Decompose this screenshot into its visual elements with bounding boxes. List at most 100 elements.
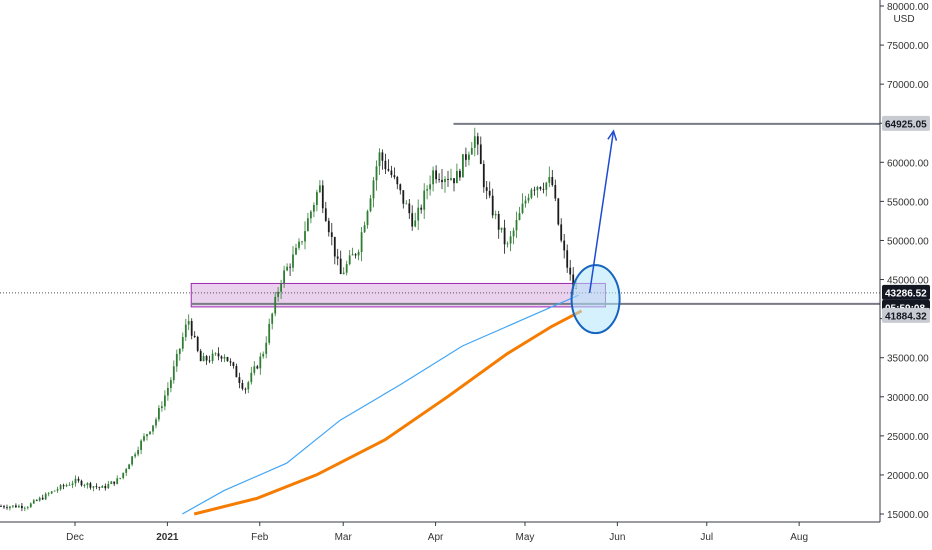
candle-body <box>26 507 29 509</box>
current-price-label-bg <box>882 284 930 300</box>
candle-body <box>3 506 5 508</box>
candle-body <box>152 425 154 432</box>
candle-body <box>137 450 139 455</box>
candle-body <box>143 436 145 441</box>
candle-body <box>271 313 274 324</box>
candle-body <box>122 472 125 478</box>
candle-body <box>387 169 390 171</box>
candle-body <box>473 136 476 148</box>
candle-body <box>277 291 279 297</box>
candle-body <box>494 214 497 216</box>
candle-body <box>101 486 104 488</box>
x-tick-label: Feb <box>251 532 269 543</box>
candle-body <box>128 464 130 470</box>
candle-body <box>509 236 512 244</box>
candle-body <box>238 377 241 383</box>
candle-body <box>554 185 557 199</box>
candle-body <box>71 483 74 485</box>
candles <box>0 127 577 512</box>
candle-body <box>146 434 148 437</box>
candle-body <box>289 266 291 268</box>
candle-body <box>205 356 208 361</box>
candle-body <box>468 154 470 160</box>
candle-body <box>35 500 38 502</box>
x-tick-label: Jul <box>700 532 713 543</box>
candle-body <box>286 266 288 271</box>
candle-body <box>441 179 443 183</box>
candle-body <box>319 185 321 193</box>
candle-body <box>321 185 324 209</box>
candle-body <box>217 353 220 357</box>
candle-body <box>417 207 420 221</box>
candle-body <box>515 219 518 231</box>
candle-body <box>9 506 11 509</box>
candle-body <box>59 485 62 490</box>
candle-body <box>450 178 452 180</box>
candle-body <box>167 388 169 396</box>
x-axis-ticks[interactable]: Dec 2021 Feb Mar Apr May Jun Jul Aug <box>66 522 808 543</box>
moving-averages <box>182 294 583 516</box>
candle-body <box>366 211 369 226</box>
candle-body <box>375 166 378 181</box>
candle-body <box>313 205 315 212</box>
candle-body <box>190 321 193 336</box>
candle-body <box>47 493 50 495</box>
candle-body <box>396 177 399 185</box>
candle-body <box>345 264 348 273</box>
candle-body <box>527 197 530 201</box>
candle-body <box>259 356 262 369</box>
candle-body <box>465 154 467 160</box>
candle-body <box>262 353 265 357</box>
candle-body <box>265 342 268 354</box>
x-tick-label: Mar <box>335 532 353 543</box>
candle-body <box>324 208 327 221</box>
candle-body <box>244 388 247 390</box>
candle-body <box>223 357 226 359</box>
candle-body <box>229 361 232 363</box>
candle-body <box>512 230 515 237</box>
candle-body <box>250 372 253 383</box>
y-tick-label: 25000.00 <box>887 432 929 443</box>
candle-body <box>399 184 402 191</box>
candle-body <box>381 152 384 161</box>
candle-body <box>50 491 53 494</box>
candle-body <box>232 362 235 366</box>
candle-body <box>539 187 542 189</box>
candle-body <box>500 227 503 230</box>
candle-body <box>551 177 554 186</box>
candle-body <box>372 180 375 199</box>
candle-body <box>32 500 35 504</box>
candle-body <box>369 198 372 212</box>
candle-body <box>184 324 187 338</box>
x-tick-label: Apr <box>428 532 444 543</box>
candle-body <box>482 164 485 188</box>
x-tick-label: 2021 <box>156 532 179 543</box>
candle-body <box>542 189 545 190</box>
candle-body <box>426 189 428 191</box>
current-price-label: 43286.52 <box>885 288 927 299</box>
candle-body <box>220 356 223 359</box>
candle-body <box>56 489 59 491</box>
candle-body <box>408 203 411 214</box>
y-tick-label: 45000.00 <box>887 276 929 287</box>
candle-body <box>98 487 101 488</box>
candle-body <box>134 454 136 457</box>
candle-body <box>363 225 366 233</box>
candle-body <box>351 254 354 256</box>
overlay-layer <box>570 129 621 335</box>
candle-body <box>280 283 282 292</box>
candle-body <box>164 395 166 407</box>
support-price-label: 41884.32 <box>885 311 927 322</box>
candle-body <box>107 484 110 489</box>
candle-body <box>125 469 128 473</box>
candle-body <box>74 478 77 484</box>
candle-body <box>175 353 178 367</box>
candle-body <box>402 190 405 204</box>
candle-body <box>357 252 360 256</box>
candle-body <box>533 189 536 191</box>
y-tick-label: 70000.00 <box>887 80 929 91</box>
y-tick-label: 30000.00 <box>887 393 929 404</box>
candle-body <box>470 147 473 155</box>
